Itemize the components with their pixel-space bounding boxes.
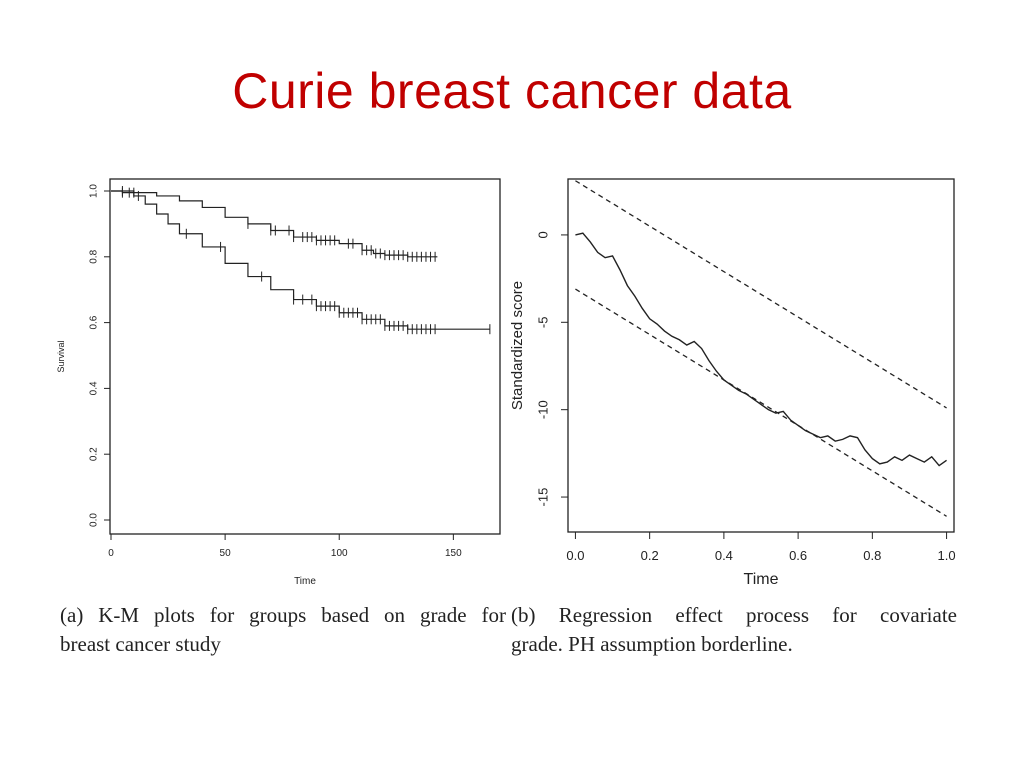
plot-b-xtick-label: 0.6: [789, 548, 807, 563]
plot-a-xlabel: Time: [294, 576, 316, 587]
plot-b-xtick-label: 0.2: [641, 548, 659, 563]
plot-b-ytick-label: 0: [535, 231, 550, 238]
km-curve-upper: [111, 190, 438, 258]
plot-b-xtick-label: 0.4: [715, 548, 733, 563]
plot-b-frame: [567, 178, 955, 533]
plot-a-xtick-label: 50: [220, 548, 232, 559]
lower-boundary-line: [575, 288, 947, 517]
caption-b: (b) Regression effect process for covari…: [511, 601, 957, 659]
km-curve-lower: [111, 190, 490, 330]
plot-b-xtick-label: 0.0: [566, 548, 584, 563]
upper-boundary-line: [575, 180, 947, 409]
plot-b-ytick-label: -10: [535, 400, 550, 419]
caption-b-line1: (b) Regression effect process for covari…: [511, 603, 957, 627]
caption-a: (a) K-M plots for groups based on grade …: [60, 601, 506, 659]
plot-a-ytick-label: 0.0: [89, 513, 100, 527]
plot-b-ytick-label: -15: [535, 488, 550, 507]
caption-a-line1: (a) K-M plots for groups based on grade …: [60, 603, 506, 627]
caption-a-line2: breast cancer study: [60, 632, 221, 656]
plot-b-ylabel: Standardized score: [509, 281, 526, 410]
km-survival-plot: 0.0 0.2 0.4 0.6 0.8 1.0 0 50 100 150 Time Survival: [56, 178, 501, 587]
plot-b-xtick-label: 1.0: [938, 548, 956, 563]
plot-a-xtick-label: 100: [331, 548, 348, 559]
plot-a-ytick-label: 1.0: [89, 184, 100, 198]
caption-b-line2: grade. PH assumption borderline.: [511, 632, 793, 656]
plot-a-ytick-label: 0.6: [89, 315, 100, 329]
regression-effect-plot: 0 -5 -10 -15 0.0 0.2 0.4 0.6 0.8 1.0 Time Standardi…: [509, 178, 956, 588]
plot-a-ylabel: Survival: [56, 340, 66, 372]
slide-title: Curie breast cancer data: [232, 63, 792, 119]
plot-a-ytick-label: 0.4: [89, 381, 100, 395]
plot-b-xtick-label: 0.8: [863, 548, 881, 563]
score-process-line: [575, 232, 947, 467]
plot-b-xlabel: Time: [744, 571, 779, 588]
plot-a-ytick-label: 0.8: [89, 249, 100, 263]
plot-b-ytick-label: -5: [535, 317, 550, 329]
plot-a-frame: [109, 178, 501, 535]
plot-a-xtick-label: 150: [445, 548, 462, 559]
plot-a-xtick-label: 0: [108, 548, 114, 559]
plot-a-ytick-label: 0.2: [89, 447, 100, 461]
